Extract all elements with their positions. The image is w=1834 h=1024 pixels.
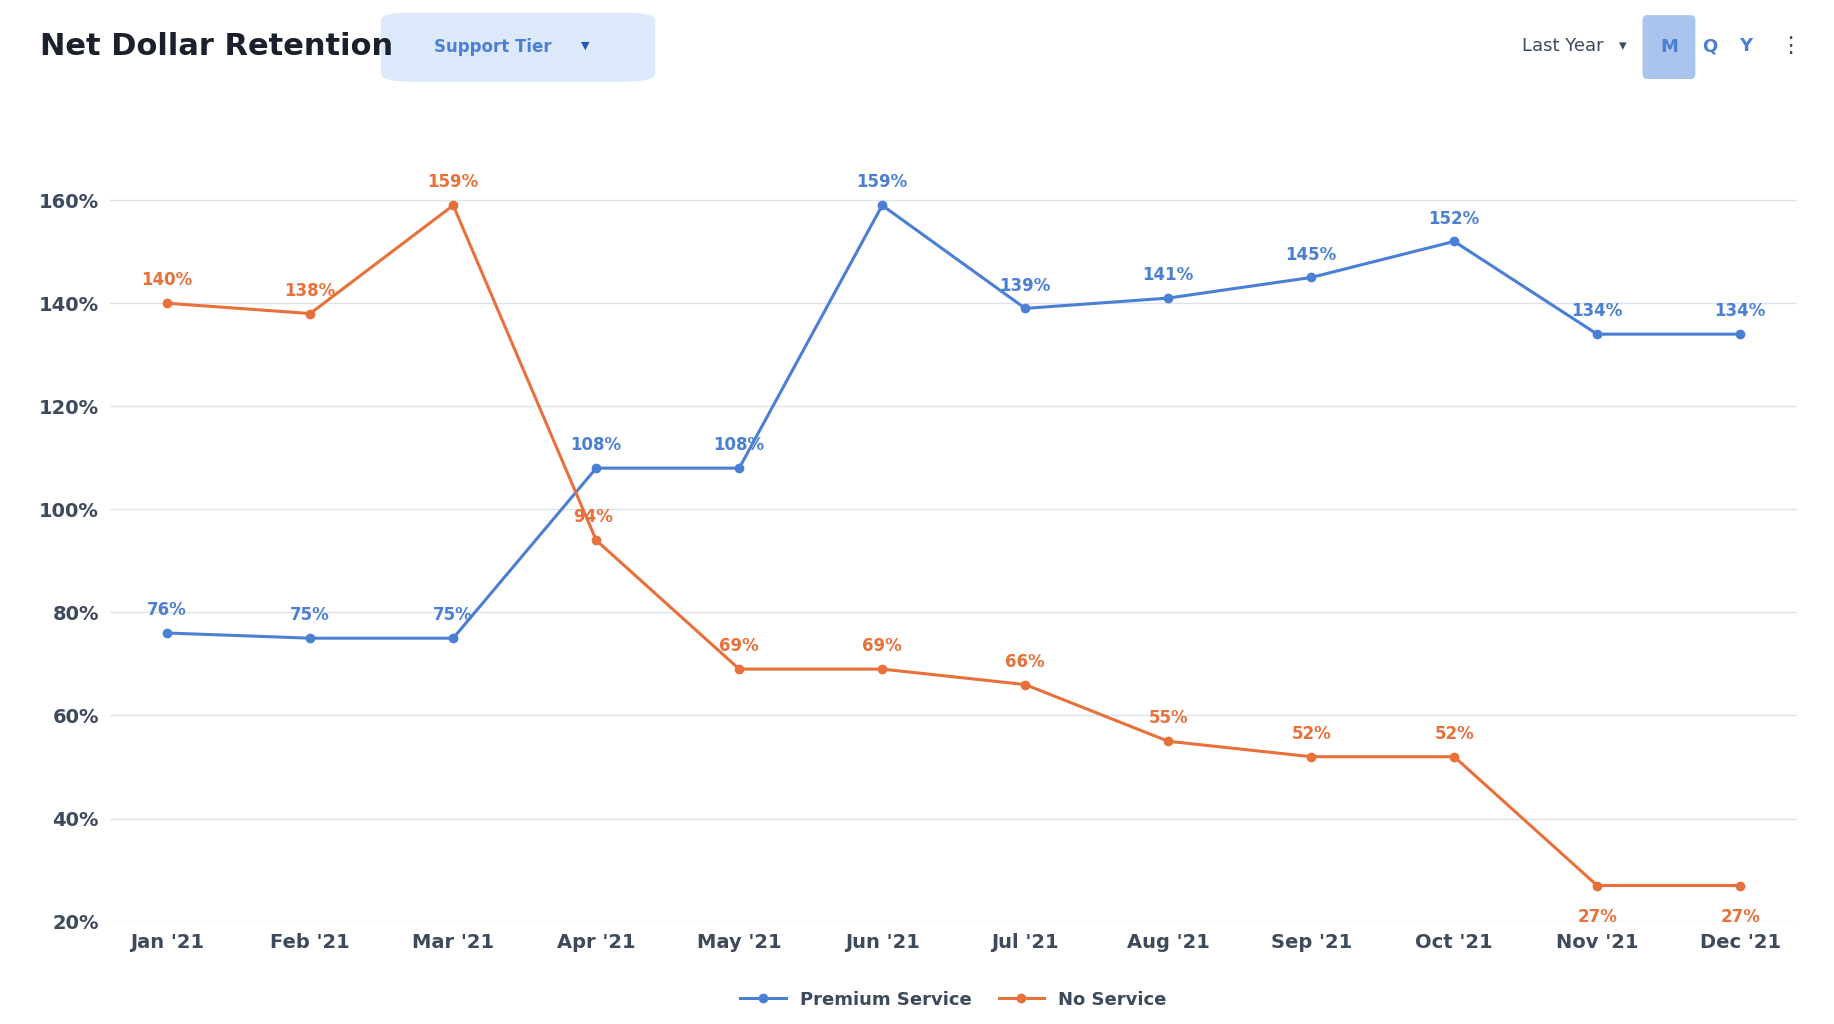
Text: 134%: 134% (1572, 302, 1623, 321)
Text: 108%: 108% (713, 436, 765, 455)
Text: 75%: 75% (290, 606, 330, 625)
Text: 145%: 145% (1286, 246, 1337, 263)
Text: 134%: 134% (1715, 302, 1766, 321)
Text: 94%: 94% (574, 508, 613, 526)
Text: M: M (1660, 38, 1678, 56)
Text: Y: Y (1739, 37, 1751, 55)
Text: Last Year: Last Year (1522, 37, 1605, 55)
Text: 66%: 66% (1005, 652, 1045, 671)
Text: 140%: 140% (141, 271, 193, 290)
Text: Support Tier: Support Tier (435, 38, 552, 56)
Text: 27%: 27% (1720, 907, 1761, 926)
Text: 152%: 152% (1429, 210, 1480, 227)
Text: 75%: 75% (433, 606, 473, 625)
Text: ⋮: ⋮ (1779, 36, 1801, 56)
Text: 69%: 69% (862, 637, 902, 655)
Text: 141%: 141% (1143, 266, 1194, 285)
Text: 69%: 69% (719, 637, 759, 655)
Text: 108%: 108% (570, 436, 622, 455)
FancyBboxPatch shape (1643, 15, 1695, 79)
Text: 159%: 159% (856, 173, 908, 191)
FancyBboxPatch shape (381, 12, 655, 82)
Text: 159%: 159% (427, 173, 479, 191)
Text: Q: Q (1702, 37, 1717, 55)
Legend: Premium Service, No Service: Premium Service, No Service (734, 984, 1174, 1017)
Text: ▼: ▼ (581, 41, 591, 51)
Text: 52%: 52% (1291, 725, 1331, 742)
Text: ▾: ▾ (1619, 39, 1627, 53)
Text: 27%: 27% (1577, 907, 1618, 926)
Text: 76%: 76% (147, 601, 187, 620)
Text: Net Dollar Retention: Net Dollar Retention (40, 32, 394, 60)
Text: 138%: 138% (284, 282, 336, 300)
Text: 52%: 52% (1434, 725, 1475, 742)
Text: 55%: 55% (1148, 710, 1188, 727)
Text: 139%: 139% (1000, 276, 1051, 295)
